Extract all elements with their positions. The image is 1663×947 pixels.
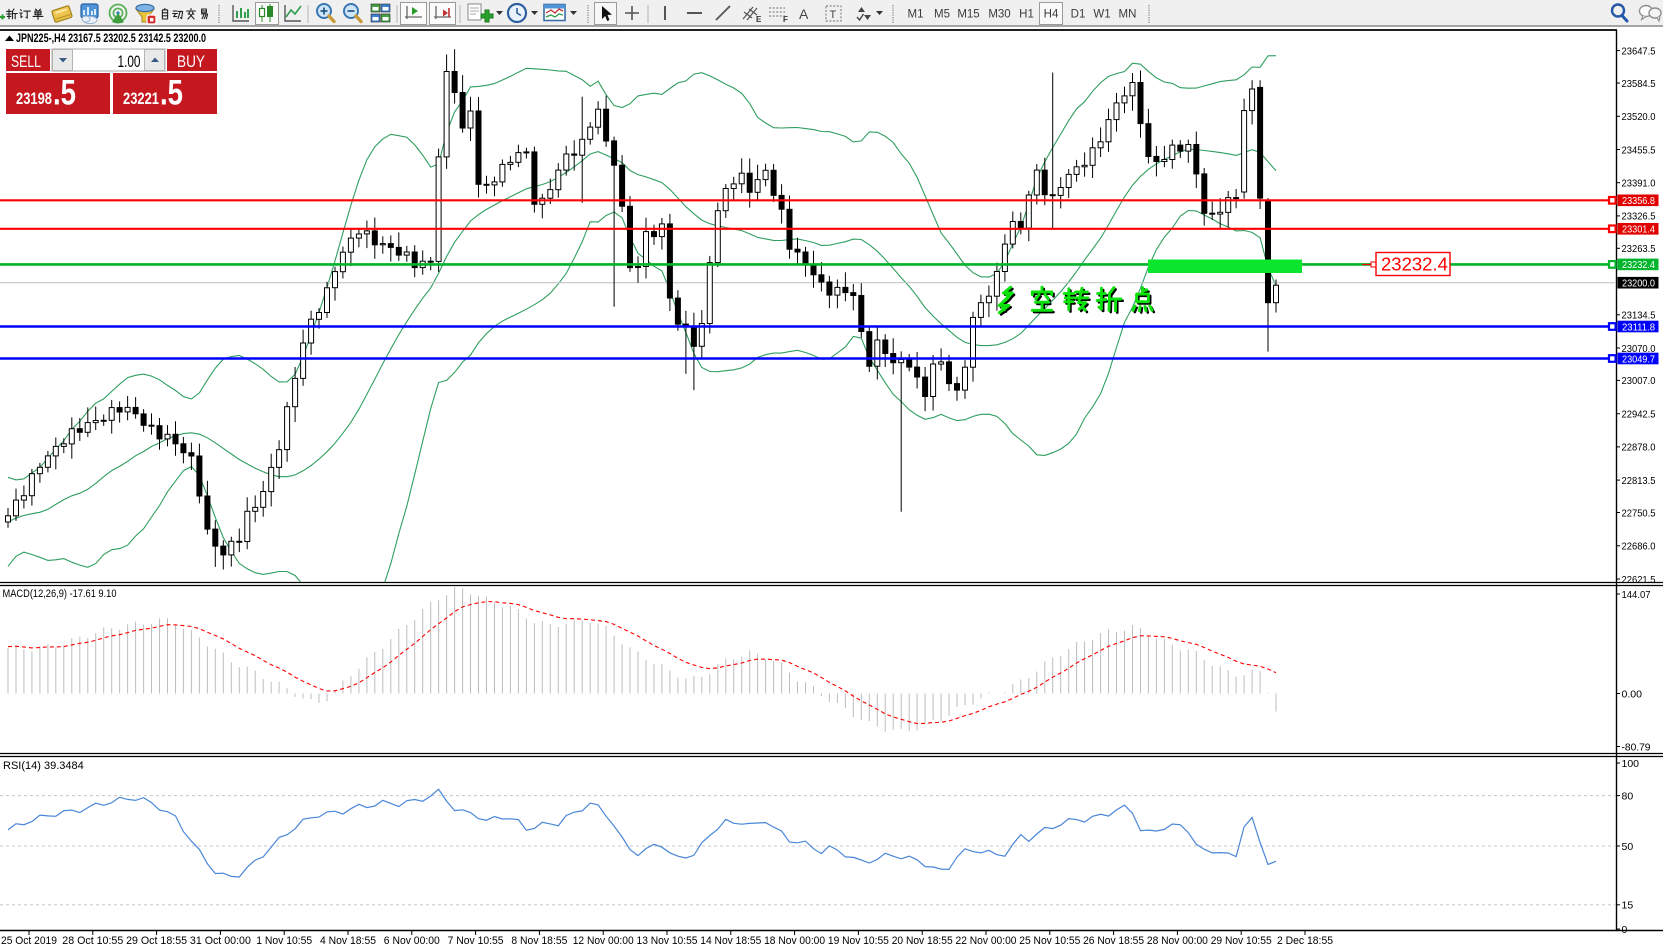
- svg-text:23232.4: 23232.4: [1622, 260, 1655, 271]
- svg-text:23134.5: 23134.5: [1622, 310, 1656, 322]
- svg-text:29 Oct 18:55: 29 Oct 18:55: [126, 935, 187, 947]
- svg-text:25 Nov 10:55: 25 Nov 10:55: [1019, 935, 1080, 947]
- svg-text:13 Nov 10:55: 13 Nov 10:55: [637, 935, 698, 947]
- svg-text:4 Nov 18:55: 4 Nov 18:55: [320, 935, 376, 947]
- svg-text:-80.79: -80.79: [1622, 741, 1651, 753]
- svg-text:23263.5: 23263.5: [1622, 243, 1656, 255]
- svg-text:H4: H4: [1044, 9, 1059, 21]
- svg-text:M1: M1: [908, 9, 924, 21]
- svg-text:23584.5: 23584.5: [1622, 78, 1656, 90]
- svg-text:2 Dec 18:55: 2 Dec 18:55: [1277, 935, 1333, 947]
- svg-text:MACD(12,26,9) -17.61 9.10: MACD(12,26,9) -17.61 9.10: [3, 588, 117, 600]
- svg-text:19 Nov 10:55: 19 Nov 10:55: [828, 935, 889, 947]
- svg-text:M30: M30: [988, 9, 1010, 21]
- svg-text:23232.4: 23232.4: [1381, 254, 1448, 275]
- svg-text:23198: 23198: [16, 89, 52, 108]
- svg-text:22621.5: 22621.5: [1622, 574, 1656, 586]
- svg-text:M5: M5: [934, 9, 950, 21]
- svg-text:0: 0: [1622, 924, 1628, 936]
- svg-text:23301.4: 23301.4: [1622, 225, 1655, 236]
- svg-text:80: 80: [1622, 790, 1634, 802]
- svg-text:23520.0: 23520.0: [1622, 111, 1656, 123]
- svg-text:D1: D1: [1071, 9, 1086, 21]
- svg-text:15: 15: [1622, 900, 1634, 912]
- svg-text:1.00: 1.00: [118, 53, 141, 71]
- svg-text:JPN225-,H4 23167.5 23202.5 23: JPN225-,H4 23167.5 23202.5 23142.5 23200…: [16, 33, 206, 45]
- svg-text:28 Nov 00:00: 28 Nov 00:00: [1147, 935, 1208, 947]
- svg-text:M15: M15: [957, 9, 979, 21]
- svg-text:23200.0: 23200.0: [1622, 279, 1655, 290]
- svg-text:144.07: 144.07: [1622, 589, 1651, 601]
- svg-text:12 Nov 00:00: 12 Nov 00:00: [573, 935, 634, 947]
- svg-text:18 Nov 00:00: 18 Nov 00:00: [764, 935, 825, 947]
- svg-text:W1: W1: [1093, 9, 1110, 21]
- svg-text:28 Oct 10:55: 28 Oct 10:55: [62, 935, 123, 947]
- svg-text:F: F: [783, 15, 788, 24]
- svg-text:T: T: [830, 9, 837, 21]
- svg-text:23221: 23221: [123, 89, 159, 108]
- svg-text:22686.0: 22686.0: [1622, 541, 1656, 553]
- svg-text:23647.5: 23647.5: [1622, 45, 1656, 57]
- svg-text:23326.5: 23326.5: [1622, 211, 1656, 223]
- svg-text:H1: H1: [1019, 9, 1034, 21]
- svg-text:25 Oct 2019: 25 Oct 2019: [1, 935, 57, 947]
- svg-text:0.00: 0.00: [1622, 688, 1643, 700]
- svg-text:E: E: [756, 15, 762, 24]
- svg-text:20 Nov 18:55: 20 Nov 18:55: [892, 935, 953, 947]
- svg-text:.5: .5: [160, 74, 183, 113]
- svg-text:1 Nov 10:55: 1 Nov 10:55: [256, 935, 312, 947]
- svg-text:23391.0: 23391.0: [1622, 178, 1656, 190]
- svg-text:23049.7: 23049.7: [1622, 354, 1655, 365]
- svg-text:22813.5: 22813.5: [1622, 475, 1656, 487]
- svg-text:23356.8: 23356.8: [1622, 196, 1655, 207]
- svg-text:23070.0: 23070.0: [1622, 343, 1656, 355]
- svg-text:22 Nov 00:00: 22 Nov 00:00: [956, 935, 1017, 947]
- svg-text:.5: .5: [53, 74, 76, 113]
- svg-text:26 Nov 18:55: 26 Nov 18:55: [1083, 935, 1144, 947]
- svg-text:29 Nov 10:55: 29 Nov 10:55: [1211, 935, 1272, 947]
- svg-text:23007.0: 23007.0: [1622, 375, 1656, 387]
- svg-text:14 Nov 18:55: 14 Nov 18:55: [700, 935, 761, 947]
- svg-text:MN: MN: [1119, 9, 1137, 21]
- svg-text:100: 100: [1622, 758, 1640, 770]
- svg-text:23111.8: 23111.8: [1622, 322, 1655, 333]
- svg-text:22942.5: 22942.5: [1622, 409, 1656, 421]
- svg-text:BUY: BUY: [177, 53, 205, 71]
- svg-text:SELL: SELL: [11, 53, 41, 71]
- svg-text:RSI(14) 39.3484: RSI(14) 39.3484: [3, 760, 84, 772]
- svg-text:22878.0: 22878.0: [1622, 442, 1656, 454]
- svg-text:50: 50: [1622, 841, 1634, 853]
- svg-text:7 Nov 10:55: 7 Nov 10:55: [448, 935, 504, 947]
- svg-text:A: A: [799, 6, 809, 22]
- svg-text:6 Nov 00:00: 6 Nov 00:00: [384, 935, 440, 947]
- svg-text:22750.5: 22750.5: [1622, 507, 1656, 519]
- svg-text:31 Oct 00:00: 31 Oct 00:00: [190, 935, 251, 947]
- svg-text:23455.5: 23455.5: [1622, 144, 1656, 156]
- svg-text:8 Nov 18:55: 8 Nov 18:55: [511, 935, 567, 947]
